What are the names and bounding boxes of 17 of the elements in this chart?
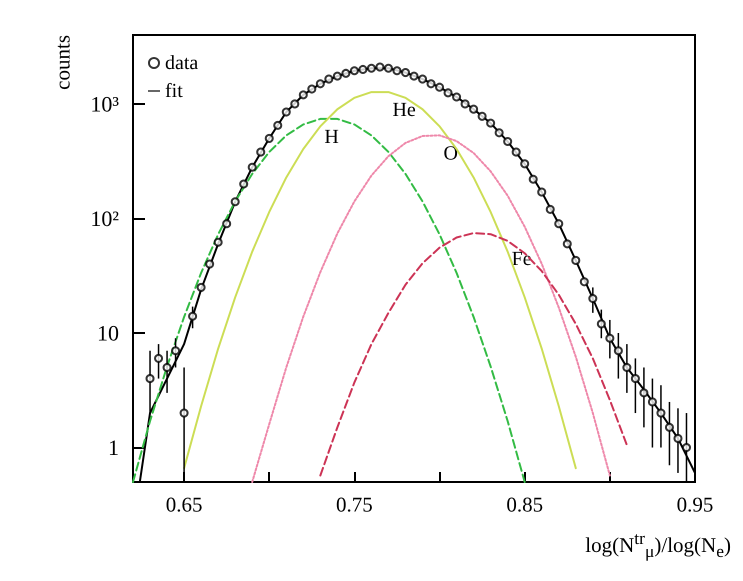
- x-tick-label: 0.65: [166, 492, 202, 516]
- y-tick-label: 10²: [90, 206, 120, 231]
- line-series: [319, 232, 628, 476]
- legend-label: data: [165, 52, 198, 74]
- y-axis-title: counts: [50, 35, 74, 90]
- annotation: O: [444, 142, 458, 164]
- legend-label: fit: [165, 80, 184, 102]
- x-tick-label: 0.85: [506, 492, 544, 516]
- x-axis-title: log(N$^{tr}$$_{μ}$)/log(N$_{e}$): [585, 528, 731, 562]
- annotation: He: [392, 99, 416, 122]
- x-tick-label: 0.95: [676, 492, 714, 516]
- y-tick-label: 10: [97, 320, 119, 346]
- x-tick-label: 0.75: [336, 492, 373, 516]
- line-series: [183, 91, 577, 470]
- annotation: H: [324, 126, 339, 148]
- y-tick-label: 10³: [90, 91, 120, 116]
- y-tick-label: 1: [108, 435, 119, 460]
